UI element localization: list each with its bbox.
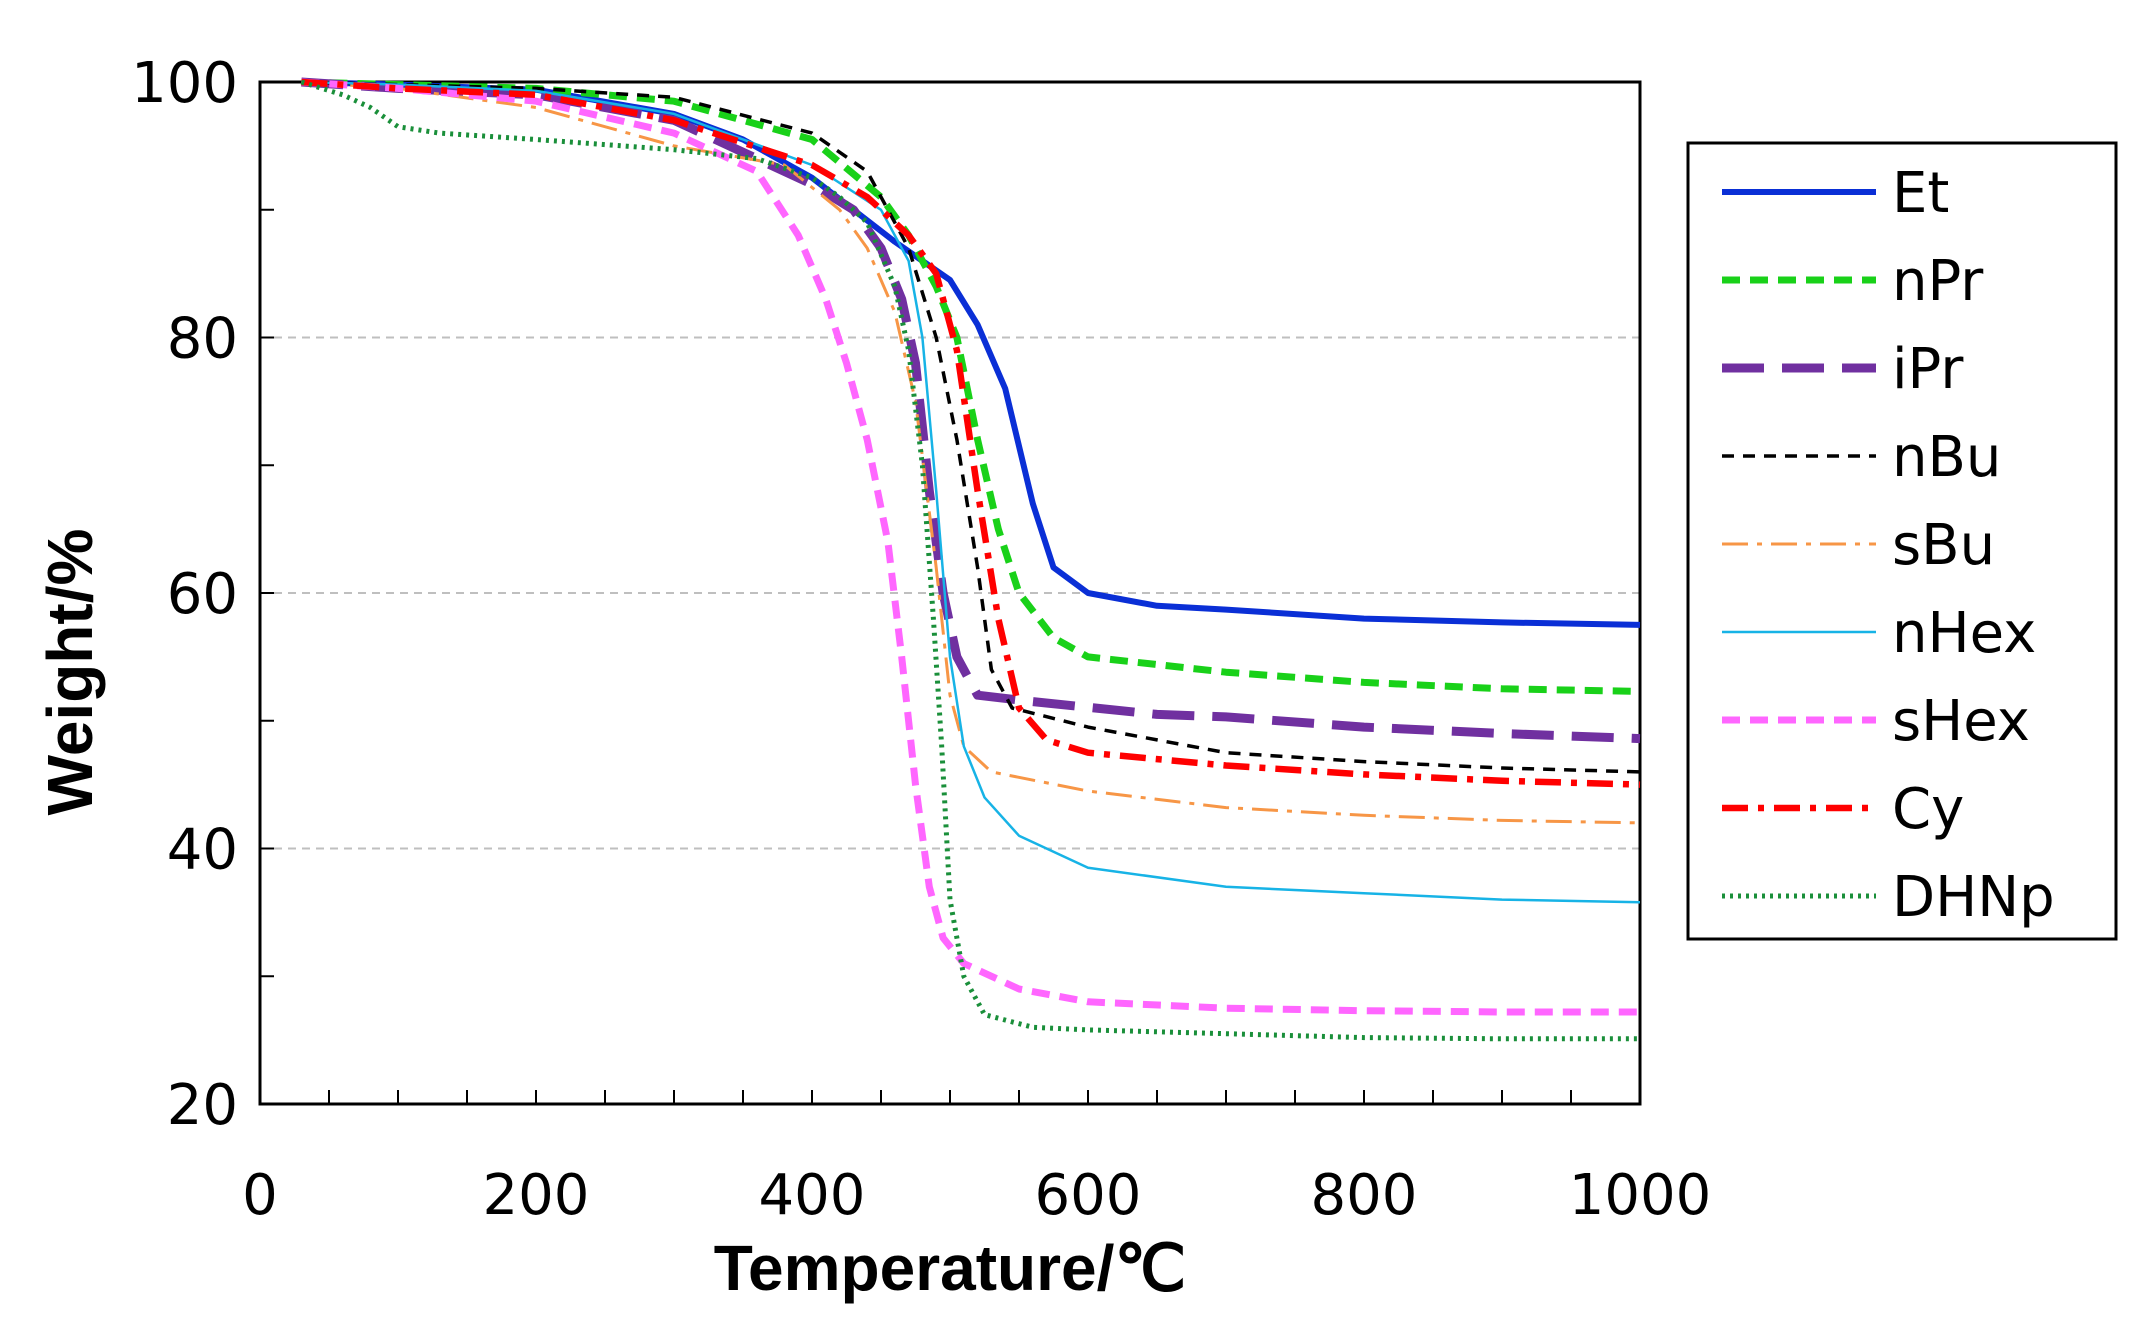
series-line-sbu	[301, 80, 1641, 825]
y-tick-label: 100	[131, 51, 238, 116]
x-axis-title-text: Temperature/	[714, 1232, 1115, 1304]
series-line-et	[301, 79, 1641, 628]
x-tick-label: 200	[483, 1163, 590, 1228]
x-axis-title-unit: ℃	[1114, 1232, 1186, 1304]
series-line-nbu	[301, 80, 1641, 774]
legend-label-cy: Cy	[1892, 777, 1964, 842]
legend-label-npr: nPr	[1892, 249, 1984, 314]
x-axis-title: Temperature/℃	[714, 1232, 1187, 1304]
axis-ticks	[259, 81, 1641, 1105]
series-line-nhex	[301, 80, 1641, 904]
series-lines	[300, 77, 1641, 1042]
series-line-npr	[301, 78, 1641, 695]
legend-label-et: Et	[1892, 161, 1949, 226]
x-tick-label: 400	[759, 1163, 866, 1228]
series-line-shex	[301, 78, 1640, 1016]
y-tick-label: 40	[167, 818, 238, 883]
x-tick-labels: 0 200 400 600 800 1000	[242, 1163, 1711, 1228]
y-tick-label: 20	[167, 1073, 238, 1138]
legend-label-nbu: nBu	[1892, 425, 2001, 490]
x-tick-label: 1000	[1569, 1163, 1712, 1228]
series-line-dhnp	[300, 79, 1640, 1042]
legend-label-sbu: sBu	[1892, 513, 1995, 578]
y-tick-labels: 20 40 60 80 100	[131, 51, 238, 1138]
grid-lines	[260, 336, 1640, 850]
legend: Et nPr iPr nBu sBu nHex sHex Cy DHNp	[1722, 161, 2055, 930]
legend-label-dhnp: DHNp	[1892, 865, 2055, 930]
x-tick-label: 600	[1035, 1163, 1142, 1228]
x-tick-label: 0	[242, 1163, 278, 1228]
y-tick-label: 80	[167, 307, 238, 372]
x-tick-label: 800	[1311, 1163, 1418, 1228]
legend-label-nhex: nHex	[1892, 601, 2036, 666]
y-tick-label: 60	[167, 562, 238, 627]
legend-label-ipr: iPr	[1892, 337, 1964, 402]
y-axis-title: Weight/%	[34, 529, 106, 816]
series-line-cy	[301, 78, 1641, 788]
legend-label-shex: sHex	[1892, 689, 2030, 754]
